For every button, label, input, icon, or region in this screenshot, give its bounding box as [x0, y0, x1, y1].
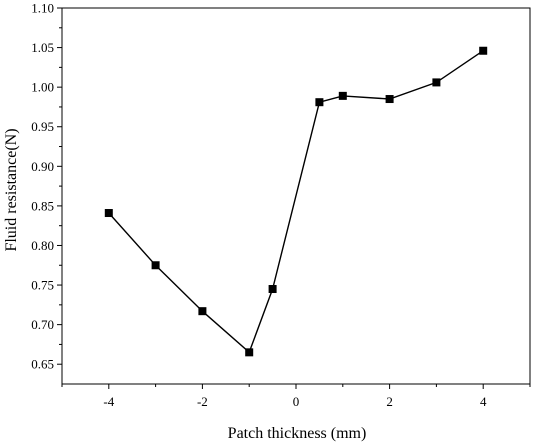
y-axis-ticks: 0.65 0.70 0.75 0.80 0.85 0.90 0.95 1.00 1.05 1.10	[31, 1, 62, 372]
data-point-marker	[198, 307, 207, 316]
y-tick-label: 0.90	[31, 159, 54, 174]
y-tick-label: 1.05	[31, 40, 54, 55]
data-point-marker	[104, 209, 113, 218]
series-line	[108, 50, 484, 354]
y-tick-label: 0.95	[31, 119, 54, 134]
x-tick-label: -2	[197, 394, 208, 409]
x-axis-label: Patch thickness (mm)	[228, 425, 367, 442]
data-point-marker	[432, 78, 441, 87]
data-point-marker	[245, 348, 254, 357]
data-point-marker	[315, 98, 324, 107]
y-tick-label: 0.70	[31, 317, 54, 332]
data-point-marker	[268, 285, 277, 294]
data-point-marker	[338, 91, 347, 100]
y-axis-label: Fluid resistance(N)	[3, 128, 20, 251]
x-axis-ticks: -4 -2 0 2 4	[61, 384, 531, 409]
data-series	[104, 46, 488, 357]
data-point-marker	[385, 95, 394, 104]
x-tick-label: 2	[386, 394, 393, 409]
x-tick-label: -4	[103, 394, 114, 409]
x-tick-label: 0	[293, 394, 300, 409]
y-tick-label: 0.65	[31, 357, 54, 372]
x-tick-label: 4	[480, 394, 487, 409]
data-point-marker	[151, 261, 160, 270]
y-tick-label: 0.80	[31, 238, 54, 253]
y-tick-label: 1.00	[31, 80, 54, 95]
y-tick-label: 0.85	[31, 198, 54, 213]
y-tick-label: 0.75	[31, 278, 54, 293]
y-tick-label: 1.10	[31, 1, 54, 16]
data-point-marker	[479, 46, 488, 55]
